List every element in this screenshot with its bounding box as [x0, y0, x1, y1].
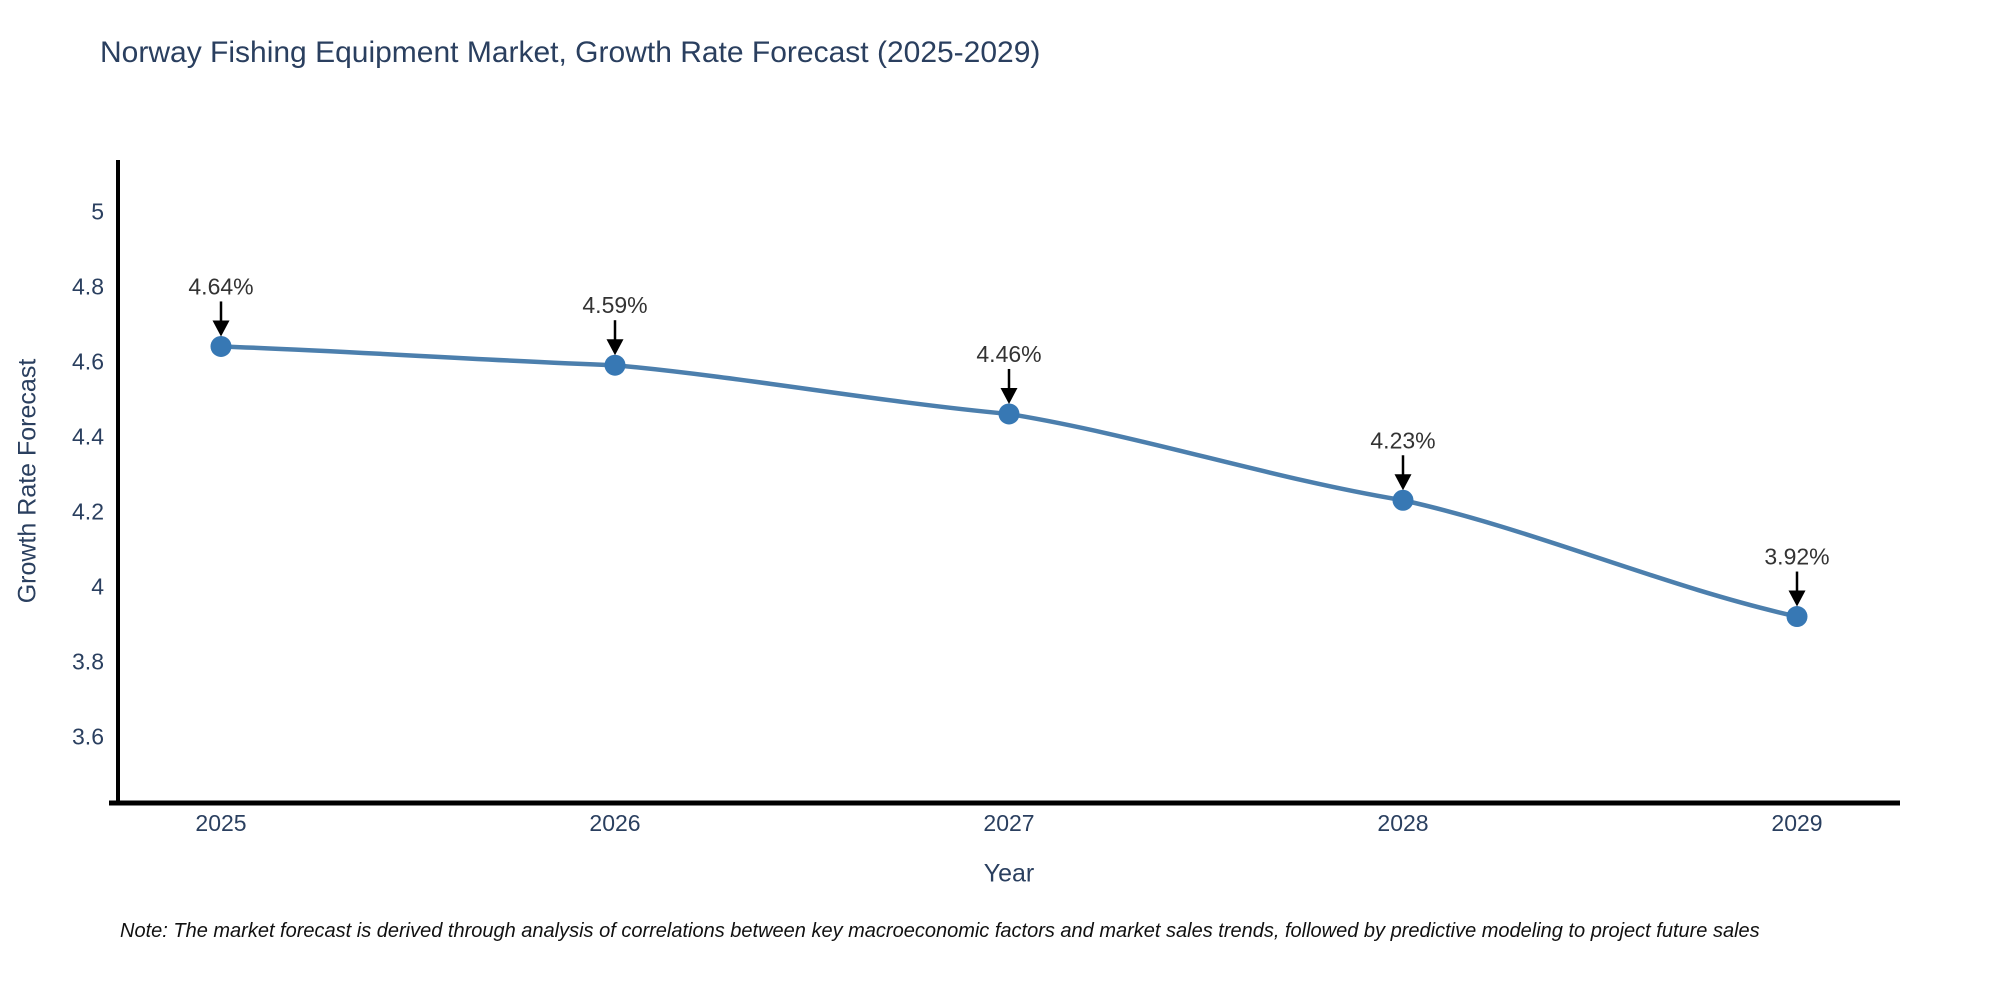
annotation-arrowhead-icon [606, 339, 624, 356]
annotation-arrowhead-icon [1788, 590, 1806, 607]
x-tick-label: 2029 [1771, 810, 1822, 836]
y-tick-label: 4.4 [72, 423, 104, 449]
data-point-marker[interactable] [1786, 606, 1808, 628]
x-axis-title: Year [983, 859, 1035, 888]
y-tick-label: 5 [91, 198, 104, 224]
y-tick-label: 4.8 [72, 273, 104, 299]
footnote: Note: The market forecast is derived thr… [120, 920, 1760, 942]
y-tick-label: 3.6 [72, 724, 104, 750]
y-axis-title: Growth Rate Forecast [13, 358, 42, 604]
x-tick-label: 2025 [195, 810, 246, 836]
annotation-label: 4.64% [188, 273, 253, 299]
y-tick-label: 4 [91, 574, 104, 600]
data-point-marker[interactable] [604, 354, 626, 376]
chart-title: Norway Fishing Equipment Market, Growth … [100, 36, 1041, 69]
annotation-arrowhead-icon [1000, 387, 1018, 404]
data-point-marker[interactable] [210, 335, 232, 357]
annotation-arrowhead-icon [212, 320, 230, 337]
x-tick-label: 2028 [1377, 810, 1428, 836]
y-tick-label: 4.6 [72, 348, 104, 374]
annotation-label: 4.59% [582, 292, 647, 318]
data-point-marker[interactable] [998, 403, 1020, 425]
y-tick-label: 3.8 [72, 649, 104, 675]
x-tick-label: 2027 [983, 810, 1034, 836]
annotation-label: 4.23% [1370, 427, 1435, 453]
data-point-marker[interactable] [1392, 489, 1414, 511]
y-tick-label: 4.2 [72, 499, 104, 525]
annotation-label: 4.46% [976, 341, 1041, 367]
annotation-arrowhead-icon [1394, 474, 1412, 491]
annotation-label: 3.92% [1764, 544, 1829, 570]
x-tick-label: 2026 [589, 810, 640, 836]
